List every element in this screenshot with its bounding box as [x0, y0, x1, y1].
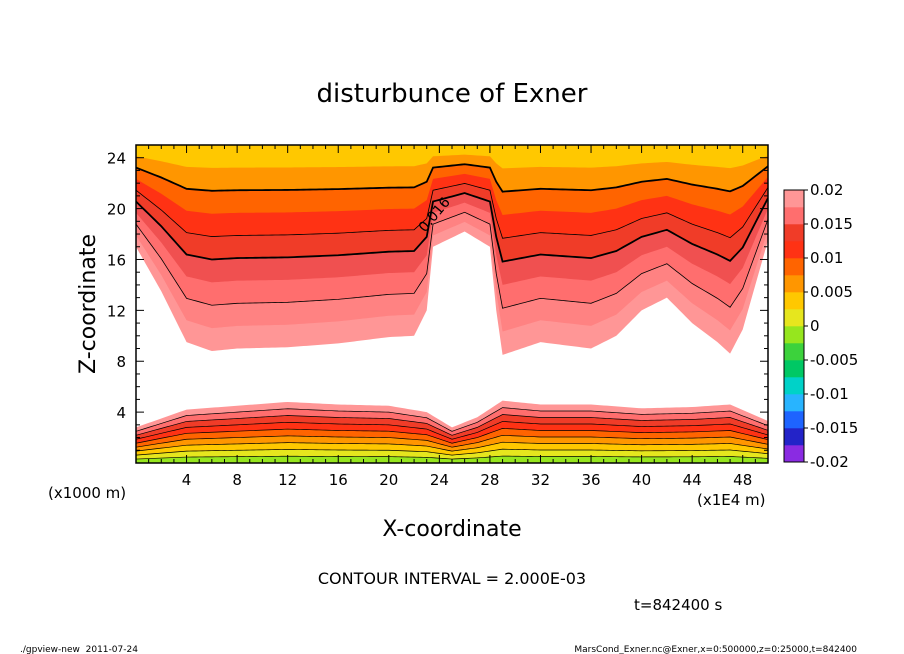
x-tick-label: 32: [531, 471, 550, 489]
colorbar-swatch: [784, 275, 804, 293]
colorbar-label: -0.005: [810, 351, 858, 369]
colorbar-label: 0.005: [810, 283, 853, 301]
colorbar-label: 0: [810, 317, 820, 335]
x-tick-label: 16: [329, 471, 348, 489]
x-tick-label: 4: [182, 471, 192, 489]
colorbar-swatch: [784, 207, 804, 225]
x-tick-label: 36: [581, 471, 600, 489]
x-tick-label: 8: [232, 471, 242, 489]
lower-contour-5: [136, 434, 768, 448]
upper-contour-1: [136, 192, 768, 263]
y-tick-label: 4: [116, 404, 126, 422]
y-tick-label: 12: [107, 302, 126, 320]
x-axis-ticks: 4 8 12 16 20 24 28 32 36 40 44 48: [148, 145, 756, 489]
y-tick-label: 16: [107, 251, 126, 269]
x-tick-label: 40: [632, 471, 651, 489]
y-unit-label: (x1000 m): [48, 484, 126, 502]
colorbar-swatch: [784, 394, 804, 412]
colorbar-swatch: [784, 428, 804, 446]
lower-contour-7: [136, 448, 768, 456]
colorbar-label: 0.02: [810, 181, 843, 199]
colorbar-label: 0.01: [810, 249, 843, 267]
colorbar-swatch: [784, 411, 804, 429]
colorbar-label: -0.02: [810, 453, 849, 471]
y-tick-label: 20: [107, 201, 126, 219]
colorbar-label: -0.01: [810, 385, 849, 403]
colorbar-swatch: [784, 292, 804, 310]
colorbar-swatch: [784, 445, 804, 463]
x-tick-label: 48: [733, 471, 752, 489]
y-axis-ticks: 4 8 12 16 20 24: [107, 144, 768, 451]
colorbar-swatch: [784, 190, 804, 208]
colorbar-label: 0.015: [810, 215, 853, 233]
y-axis-label: Z-coordinate: [76, 234, 101, 374]
x-axis-label: X-coordinate: [382, 517, 521, 542]
x-unit-label: (x1E4 m): [697, 491, 766, 509]
lower-contour-3: [136, 421, 768, 440]
x-tick-label: 28: [480, 471, 499, 489]
chart-title: disturbunce of Exner: [317, 79, 588, 109]
x-tick-label: 44: [683, 471, 702, 489]
upper-contour-3: [136, 163, 768, 193]
lower-contour-1: [136, 407, 768, 432]
x-tick-label: 12: [278, 471, 297, 489]
x-tick-label: 24: [430, 471, 449, 489]
colorbar-swatch: [784, 377, 804, 395]
contour-fills: [136, 145, 768, 463]
lower-contour-4: [136, 428, 768, 444]
lower-contour-6: [136, 441, 768, 452]
contour-interval-text: CONTOUR INTERVAL = 2.000E-03: [318, 569, 586, 588]
upper-contour-2: [136, 183, 768, 239]
colorbar: 0.02 0.015 0.01 0.005 0 -0.005 -0.01 -0.015 -0.0…: [783, 181, 858, 471]
upper-fill-level-8: [136, 145, 768, 169]
upper-contour-0: [136, 211, 768, 309]
colorbar-swatch: [784, 360, 804, 378]
colorbar-label: -0.015: [810, 419, 858, 437]
colorbar-swatch: [784, 258, 804, 276]
time-text: t=842400 s: [634, 596, 722, 614]
colorbar-swatch: [784, 224, 804, 242]
footer-right: MarsCond_Exner.nc@Exner,x=0:500000,z=0:2…: [574, 645, 857, 654]
colorbar-swatches: [784, 190, 804, 463]
y-tick-label: 8: [116, 353, 126, 371]
lower-contour-2: [136, 414, 768, 436]
colorbar-swatch: [784, 343, 804, 361]
colorbar-swatch: [784, 241, 804, 259]
contour-lines: [136, 163, 768, 460]
footer-left: ./gpview-new 2011-07-24: [20, 645, 138, 654]
colorbar-swatch: [784, 309, 804, 327]
colorbar-swatch: [784, 326, 804, 344]
x-tick-label: 20: [379, 471, 398, 489]
colorbar-labels: 0.02 0.015 0.01 0.005 0 -0.005 -0.01 -0.015 -0.0…: [804, 181, 858, 471]
y-tick-label: 24: [107, 150, 126, 168]
